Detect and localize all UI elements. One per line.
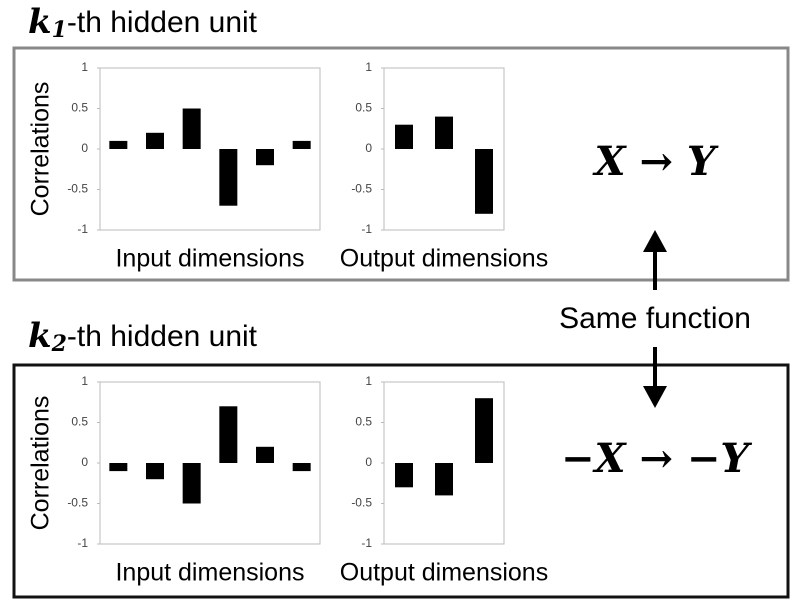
- bar: [182, 108, 201, 149]
- y-tick-label: -1: [361, 536, 372, 550]
- y-tick-label: 0.5: [355, 415, 372, 429]
- bar: [219, 149, 238, 206]
- title-sub: 2: [51, 331, 67, 357]
- title-var: k: [28, 2, 52, 42]
- bar: [475, 149, 493, 214]
- y-tick-label: -1: [77, 222, 88, 236]
- title-rest: -th hidden unit: [67, 320, 258, 353]
- bar: [146, 463, 164, 480]
- bar: [292, 463, 311, 472]
- plot-frame: [99, 67, 321, 231]
- bar: [292, 140, 311, 149]
- section-title: k2-th hidden unit: [28, 316, 258, 357]
- bar: [146, 132, 164, 149]
- bar: [475, 398, 493, 463]
- arrow-head: [643, 386, 667, 408]
- y-tick-label: 0.5: [71, 101, 88, 115]
- bar: [256, 149, 274, 166]
- y-tick-label: -1: [77, 536, 88, 550]
- bar: [395, 124, 413, 149]
- y-tick-label: 1: [81, 374, 88, 388]
- formula: −X → −Y: [561, 435, 752, 482]
- y-tick-label: -0.5: [351, 496, 372, 510]
- bar: [109, 140, 128, 149]
- y-tick-label: 0: [81, 455, 88, 469]
- x-axis-label: Output dimensions: [340, 559, 548, 587]
- unit-box: [12, 363, 790, 599]
- bar: [435, 116, 453, 149]
- title-rest: -th hidden unit: [67, 6, 258, 39]
- y-tick-label: -1: [361, 222, 372, 236]
- plot-frame: [99, 381, 321, 545]
- x-axis-label: Output dimensions: [340, 245, 548, 273]
- section-title: k1-th hidden unit: [28, 2, 258, 43]
- x-axis-label: Input dimensions: [115, 559, 304, 587]
- bar: [219, 406, 238, 463]
- formula: X → Y: [592, 138, 719, 185]
- y-tick-label: 0: [365, 455, 372, 469]
- y-tick-label: 1: [81, 60, 88, 74]
- bar: [109, 463, 128, 472]
- arrow-head: [643, 230, 667, 252]
- y-axis-label: Correlations: [27, 82, 55, 217]
- connector-label: Same function: [559, 302, 751, 335]
- y-tick-label: 0.5: [355, 101, 372, 115]
- title-sub: 1: [52, 17, 67, 43]
- y-tick-label: -0.5: [67, 182, 88, 196]
- y-axis-label: Correlations: [27, 396, 55, 531]
- bar: [182, 463, 201, 504]
- y-tick-label: -0.5: [351, 182, 372, 196]
- bar: [395, 463, 413, 488]
- bar: [256, 446, 274, 463]
- unit-box: [12, 46, 790, 282]
- y-tick-label: 0: [81, 141, 88, 155]
- y-tick-label: 0.5: [71, 415, 88, 429]
- y-tick-label: 1: [365, 374, 372, 388]
- x-axis-label: Input dimensions: [115, 245, 304, 273]
- bar: [435, 463, 453, 496]
- y-tick-label: -0.5: [67, 496, 88, 510]
- y-tick-label: 1: [365, 60, 372, 74]
- title-var: k: [28, 316, 52, 356]
- y-tick-label: 0: [365, 141, 372, 155]
